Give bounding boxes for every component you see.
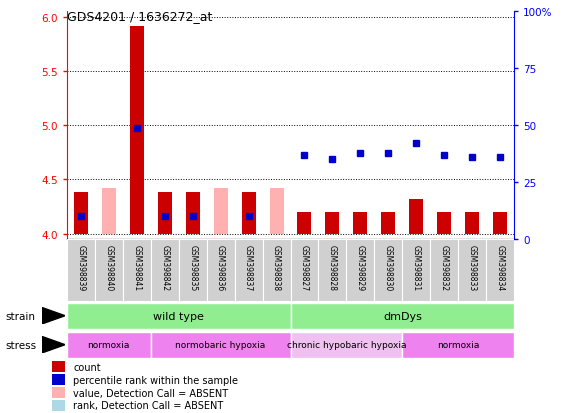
Text: normoxia: normoxia <box>437 340 479 349</box>
Text: GSM398834: GSM398834 <box>496 244 505 291</box>
Text: GDS4201 / 1636272_at: GDS4201 / 1636272_at <box>67 10 212 23</box>
Bar <box>235 240 263 301</box>
Bar <box>374 240 403 301</box>
Text: GSM398839: GSM398839 <box>76 244 85 291</box>
Bar <box>74 193 88 234</box>
Text: GSM398828: GSM398828 <box>328 244 337 290</box>
Bar <box>290 332 403 358</box>
Text: GSM398829: GSM398829 <box>356 244 365 290</box>
Text: rank, Detection Call = ABSENT: rank, Detection Call = ABSENT <box>73 401 224 411</box>
Bar <box>52 387 65 398</box>
Text: normobaric hypoxia: normobaric hypoxia <box>175 340 266 349</box>
Polygon shape <box>42 308 65 324</box>
Text: GSM398831: GSM398831 <box>412 244 421 290</box>
Bar <box>270 189 284 234</box>
Bar <box>493 213 507 234</box>
Bar <box>458 240 486 301</box>
Bar <box>67 303 290 329</box>
Bar <box>150 240 179 301</box>
Text: value, Detection Call = ABSENT: value, Detection Call = ABSENT <box>73 388 228 398</box>
Text: chronic hypobaric hypoxia: chronic hypobaric hypoxia <box>286 340 406 349</box>
Bar <box>52 400 65 411</box>
Bar <box>486 240 514 301</box>
Bar <box>150 332 290 358</box>
Bar <box>325 213 339 234</box>
Polygon shape <box>42 337 65 353</box>
Bar <box>52 361 65 372</box>
Text: GSM398832: GSM398832 <box>440 244 449 290</box>
Text: GSM398827: GSM398827 <box>300 244 309 290</box>
Bar <box>95 240 123 301</box>
Bar <box>465 213 479 234</box>
Text: GSM398837: GSM398837 <box>244 244 253 291</box>
Bar <box>179 240 207 301</box>
Text: GSM398835: GSM398835 <box>188 244 197 291</box>
Text: wild type: wild type <box>153 311 204 321</box>
Bar <box>318 240 346 301</box>
Text: strain: strain <box>6 311 36 321</box>
Text: GSM398833: GSM398833 <box>468 244 477 291</box>
Bar <box>67 332 150 358</box>
Text: GSM398830: GSM398830 <box>384 244 393 291</box>
Bar <box>130 26 144 234</box>
Bar <box>403 332 514 358</box>
Text: stress: stress <box>6 340 37 350</box>
Bar <box>242 193 256 234</box>
Bar <box>290 303 514 329</box>
Bar <box>186 193 200 234</box>
Bar <box>353 213 367 234</box>
Bar <box>214 189 228 234</box>
Text: dmDys: dmDys <box>383 311 422 321</box>
Bar <box>431 240 458 301</box>
Text: GSM398840: GSM398840 <box>104 244 113 291</box>
Bar <box>102 189 116 234</box>
Bar <box>381 213 395 234</box>
Text: normoxia: normoxia <box>88 340 130 349</box>
Bar <box>263 240 290 301</box>
Bar <box>52 374 65 385</box>
Text: GSM398836: GSM398836 <box>216 244 225 291</box>
Bar <box>410 199 424 234</box>
Text: GSM398838: GSM398838 <box>272 244 281 290</box>
Text: GSM398842: GSM398842 <box>160 244 169 290</box>
Bar <box>346 240 374 301</box>
Text: GSM398841: GSM398841 <box>132 244 141 290</box>
Bar <box>403 240 431 301</box>
Bar <box>123 240 150 301</box>
Bar <box>67 240 95 301</box>
Text: percentile rank within the sample: percentile rank within the sample <box>73 375 238 385</box>
Bar <box>437 213 451 234</box>
Bar <box>207 240 235 301</box>
Text: count: count <box>73 362 101 372</box>
Bar <box>157 193 171 234</box>
Bar <box>290 240 318 301</box>
Bar <box>297 213 311 234</box>
